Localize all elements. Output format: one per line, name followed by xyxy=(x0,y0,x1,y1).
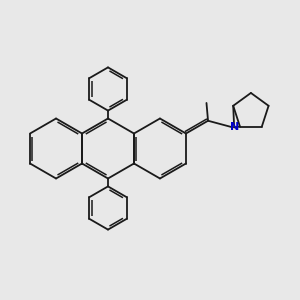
Text: N: N xyxy=(230,122,239,132)
